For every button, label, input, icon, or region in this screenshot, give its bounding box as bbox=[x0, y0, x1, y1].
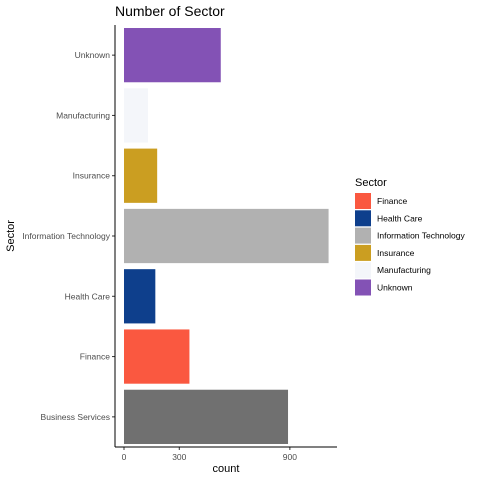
x-tick-label: 300 bbox=[172, 452, 186, 462]
x-tick-label: 900 bbox=[283, 452, 297, 462]
legend-key-manufacturing bbox=[355, 262, 371, 279]
y-tick-label: Manufacturing bbox=[56, 110, 110, 120]
legend-key-information-technology bbox=[355, 227, 371, 244]
chart-title: Number of Sector bbox=[115, 3, 225, 19]
bar-health-care bbox=[124, 269, 156, 324]
legend-key-health-care bbox=[355, 210, 371, 227]
legend-key-unknown bbox=[355, 279, 371, 296]
legend: Sector Finance Health Care Information Tec… bbox=[355, 177, 465, 296]
bar-manufacturing bbox=[124, 88, 148, 143]
legend-key-finance bbox=[355, 193, 371, 209]
y-tick-label: Health Care bbox=[65, 291, 111, 301]
y-tick-label: Finance bbox=[80, 352, 111, 362]
legend-label: Health Care bbox=[377, 213, 423, 223]
y-tick-label: Business Services bbox=[41, 412, 110, 422]
bar-business-services bbox=[124, 389, 289, 444]
bar-information-technology bbox=[124, 208, 329, 264]
y-tick-label: Information Technology bbox=[22, 231, 110, 241]
legend-label: Manufacturing bbox=[377, 265, 431, 275]
bars-group bbox=[124, 28, 329, 444]
legend-title: Sector bbox=[355, 177, 387, 189]
y-tick-label: Insurance bbox=[73, 171, 111, 181]
bar-insurance bbox=[124, 148, 158, 203]
legend-label: Insurance bbox=[377, 248, 415, 258]
y-axis-title: Sector bbox=[5, 220, 17, 252]
legend-label: Finance bbox=[377, 196, 408, 206]
x-axis-ticks: 0 300 900 bbox=[122, 447, 297, 462]
bar-unknown bbox=[124, 28, 221, 83]
y-axis-ticks: Business Services Finance Health Care Infor… bbox=[22, 50, 115, 422]
x-axis-title: count bbox=[213, 463, 240, 475]
legend-label: Unknown bbox=[377, 283, 413, 293]
legend-label: Information Technology bbox=[377, 231, 465, 241]
x-tick-label: 0 bbox=[122, 452, 127, 462]
bar-finance bbox=[124, 329, 190, 384]
legend-key-insurance bbox=[355, 244, 371, 261]
y-tick-label: Unknown bbox=[75, 50, 111, 60]
